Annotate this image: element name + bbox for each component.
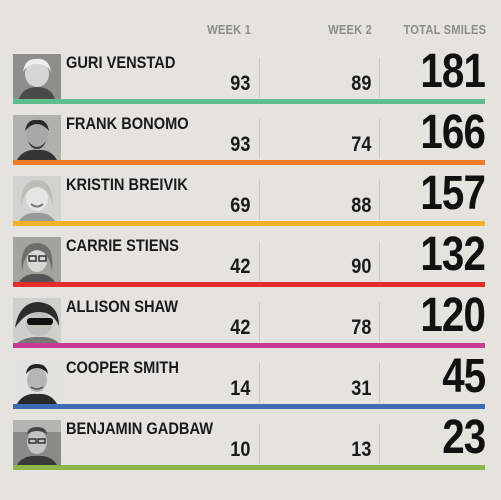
avatar — [13, 237, 61, 282]
week2-score: 74 — [350, 133, 371, 156]
leaderboard-row: GURI VENSTAD 93 89 181 — [13, 48, 486, 114]
column-divider — [379, 302, 380, 342]
row-color-bar — [13, 282, 485, 287]
column-divider — [379, 424, 380, 464]
leaderboard-row: COOPER SMITH 14 31 45 — [13, 353, 486, 419]
header-total-smiles: TOTAL SMILES — [403, 22, 486, 37]
week2-score: 90 — [350, 255, 371, 278]
total-smiles: 45 — [441, 350, 486, 403]
avatar — [13, 115, 61, 160]
total-smiles: 181 — [420, 45, 486, 98]
leaderboard-row: BENJAMIN GADBAW 10 13 23 — [13, 414, 486, 480]
week2-score: 89 — [350, 72, 371, 95]
week1-score: 14 — [229, 377, 250, 400]
leaderboard-row: ALLISON SHAW 42 78 120 — [13, 292, 486, 358]
column-divider — [379, 241, 380, 281]
column-divider — [259, 363, 260, 403]
column-divider — [259, 58, 260, 98]
row-color-bar — [13, 99, 485, 104]
week2-score: 88 — [350, 194, 371, 217]
player-name: ALLISON SHAW — [66, 297, 179, 316]
row-color-bar — [13, 160, 485, 165]
column-divider — [259, 241, 260, 281]
total-smiles: 23 — [441, 411, 486, 464]
total-smiles: 120 — [420, 289, 486, 342]
row-color-bar — [13, 465, 485, 470]
leaderboard-row: FRANK BONOMO 93 74 166 — [13, 109, 486, 175]
column-divider — [259, 119, 260, 159]
player-name: COOPER SMITH — [66, 358, 179, 377]
player-name: GURI VENSTAD — [66, 53, 176, 72]
column-divider — [259, 302, 260, 342]
week2-score: 31 — [350, 377, 371, 400]
week1-score: 69 — [229, 194, 250, 217]
total-smiles: 157 — [420, 167, 486, 220]
total-smiles: 166 — [420, 106, 486, 159]
leaderboard-row: CARRIE STIENS 42 90 132 — [13, 231, 486, 297]
column-header: WEEK 1 WEEK 2 TOTAL SMILES — [0, 0, 501, 42]
column-divider — [259, 180, 260, 220]
leaderboard-row: KRISTIN BREIVIK 69 88 157 — [13, 170, 486, 236]
week2-score: 13 — [350, 438, 371, 461]
week2-score: 78 — [350, 316, 371, 339]
week1-score: 93 — [229, 72, 250, 95]
avatar — [13, 359, 61, 404]
header-week1: WEEK 1 — [207, 22, 251, 37]
week1-score: 42 — [229, 316, 250, 339]
avatar — [13, 298, 61, 343]
week1-score: 93 — [229, 133, 250, 156]
avatar — [13, 54, 61, 99]
row-color-bar — [13, 404, 485, 409]
row-color-bar — [13, 221, 485, 226]
column-divider — [379, 119, 380, 159]
player-name: KRISTIN BREIVIK — [66, 175, 188, 194]
column-divider — [379, 58, 380, 98]
player-name: FRANK BONOMO — [66, 114, 189, 133]
player-name: CARRIE STIENS — [66, 236, 179, 255]
column-divider — [259, 424, 260, 464]
header-week2: WEEK 2 — [328, 22, 372, 37]
column-divider — [379, 180, 380, 220]
total-smiles: 132 — [420, 228, 486, 281]
row-color-bar — [13, 343, 485, 348]
avatar — [13, 176, 61, 221]
week1-score: 42 — [229, 255, 250, 278]
player-name: BENJAMIN GADBAW — [66, 419, 214, 438]
avatar — [13, 420, 61, 465]
column-divider — [379, 363, 380, 403]
week1-score: 10 — [229, 438, 250, 461]
